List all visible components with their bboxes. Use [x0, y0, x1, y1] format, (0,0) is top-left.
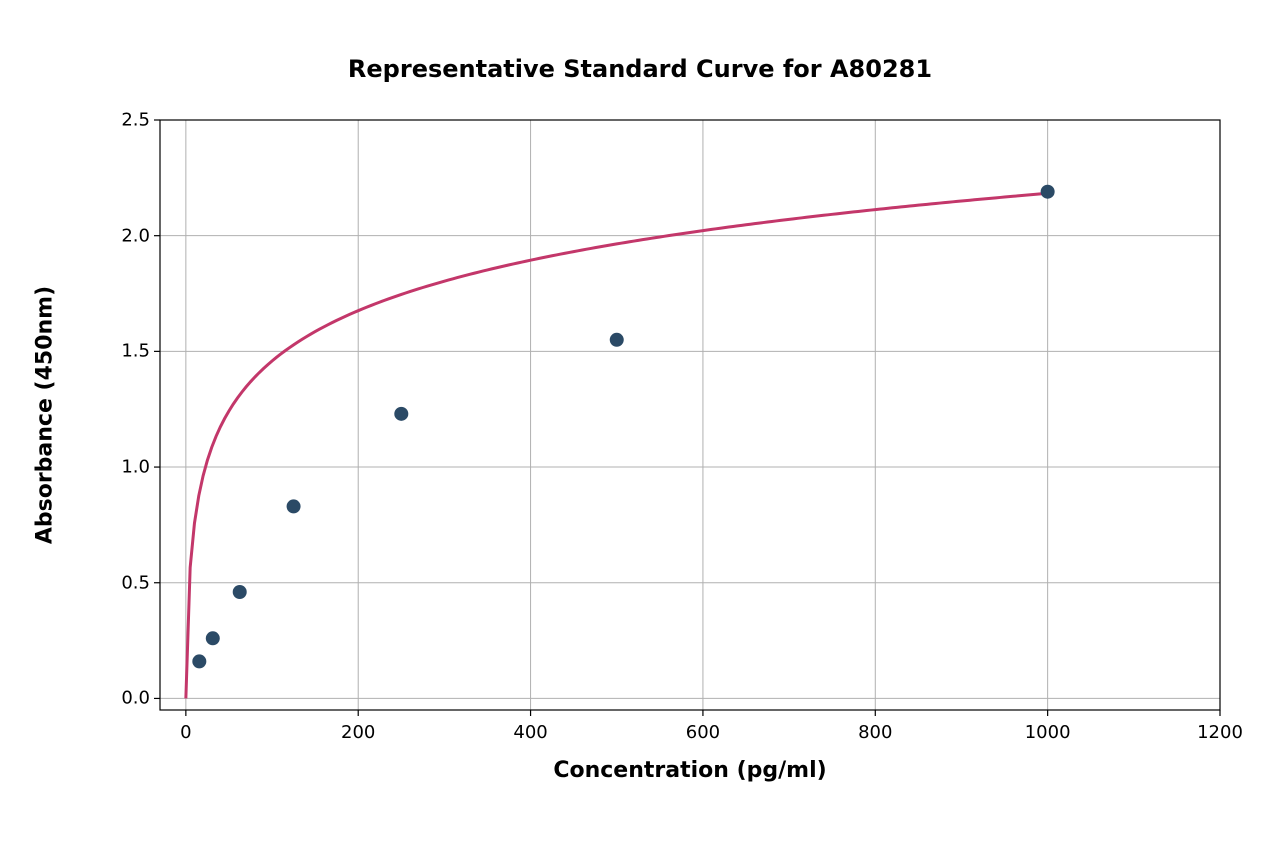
data-point — [192, 654, 206, 668]
x-tick-label: 1000 — [1025, 722, 1071, 743]
y-tick-label: 2.0 — [110, 225, 150, 246]
x-tick-label: 800 — [858, 722, 892, 743]
y-tick-label: 0.0 — [110, 688, 150, 709]
x-axis-label: Concentration (pg/ml) — [553, 758, 826, 783]
y-tick-label: 2.5 — [110, 110, 150, 131]
y-tick-label: 1.0 — [110, 457, 150, 478]
data-point — [233, 585, 247, 599]
data-point — [610, 333, 624, 347]
plot-area — [0, 0, 1280, 845]
x-tick-label: 200 — [341, 722, 375, 743]
x-tick-label: 0 — [180, 722, 191, 743]
data-point — [1041, 185, 1055, 199]
data-point — [394, 407, 408, 421]
x-tick-label: 1200 — [1197, 722, 1243, 743]
data-point — [206, 631, 220, 645]
data-point — [287, 499, 301, 513]
y-axis-label: Absorbance (450nm) — [33, 286, 58, 544]
y-tick-label: 1.5 — [110, 341, 150, 362]
chart-container: Representative Standard Curve for A80281… — [0, 0, 1280, 845]
x-tick-label: 400 — [513, 722, 547, 743]
x-tick-label: 600 — [686, 722, 720, 743]
y-tick-label: 0.5 — [110, 572, 150, 593]
